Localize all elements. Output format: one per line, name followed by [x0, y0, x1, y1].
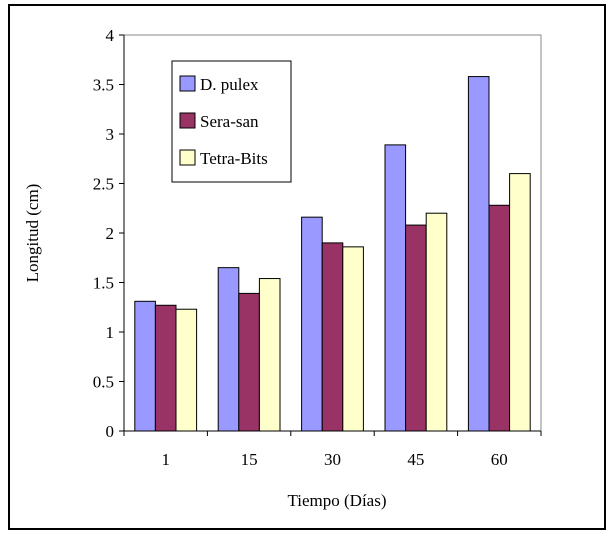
y-tick-label: 0 — [106, 422, 115, 441]
bar-d-pulex-1 — [134, 300, 156, 432]
y-tick-label: 0.5 — [93, 373, 114, 392]
bar-sera-san-15 — [238, 292, 260, 432]
x-tick-label: 60 — [491, 450, 508, 469]
y-tick-label: 1 — [106, 323, 115, 342]
y-tick-label: 1.5 — [93, 274, 114, 293]
x-axis-label: Tiempo (Días) — [287, 491, 386, 510]
legend-swatch — [179, 75, 196, 92]
y-axis-label: Longitud (cm) — [23, 184, 42, 283]
bar-d-pulex-15 — [217, 267, 240, 432]
y-tick-label: 3 — [106, 125, 115, 144]
bar-sera-san-1 — [154, 304, 177, 432]
bar-d-pulex-60 — [467, 76, 490, 432]
x-tick-label: 30 — [324, 450, 341, 469]
x-tick-label: 15 — [241, 450, 258, 469]
legend-label: Tetra-Bits — [200, 149, 268, 168]
legend-swatch — [179, 112, 196, 129]
legend-label: D. pulex — [200, 75, 259, 94]
bar-d-pulex-30 — [301, 216, 323, 432]
bar-sera-san-30 — [321, 242, 344, 432]
bar-tetra-bits-15 — [258, 278, 281, 432]
bar-sera-san-60 — [488, 204, 511, 432]
legend: D. pulex Sera-san Tetra-Bits — [171, 60, 292, 183]
y-tick-label: 4 — [106, 26, 115, 45]
x-ticks-group: 1 15 30 45 60 — [123, 431, 542, 469]
bar-tetra-bits-45 — [425, 212, 448, 432]
legend-swatch — [179, 149, 196, 166]
bar-tetra-bits-30 — [342, 246, 364, 432]
legend-label: Sera-san — [200, 112, 259, 131]
bar-tetra-bits-60 — [509, 173, 531, 432]
x-tick-label: 1 — [161, 450, 170, 469]
bar-d-pulex-45 — [384, 144, 407, 432]
y-tick-label: 2.5 — [93, 175, 114, 194]
bar-tetra-bits-1 — [175, 308, 198, 432]
y-tick-label: 3.5 — [93, 76, 114, 95]
bars-group — [134, 76, 531, 432]
bar-sera-san-45 — [405, 224, 427, 432]
x-tick-label: 45 — [407, 450, 424, 469]
y-tick-label: 2 — [106, 224, 115, 243]
y-ticks-group: 0 0.5 1 1.5 2 2.5 3 3.5 4 — [93, 26, 124, 441]
